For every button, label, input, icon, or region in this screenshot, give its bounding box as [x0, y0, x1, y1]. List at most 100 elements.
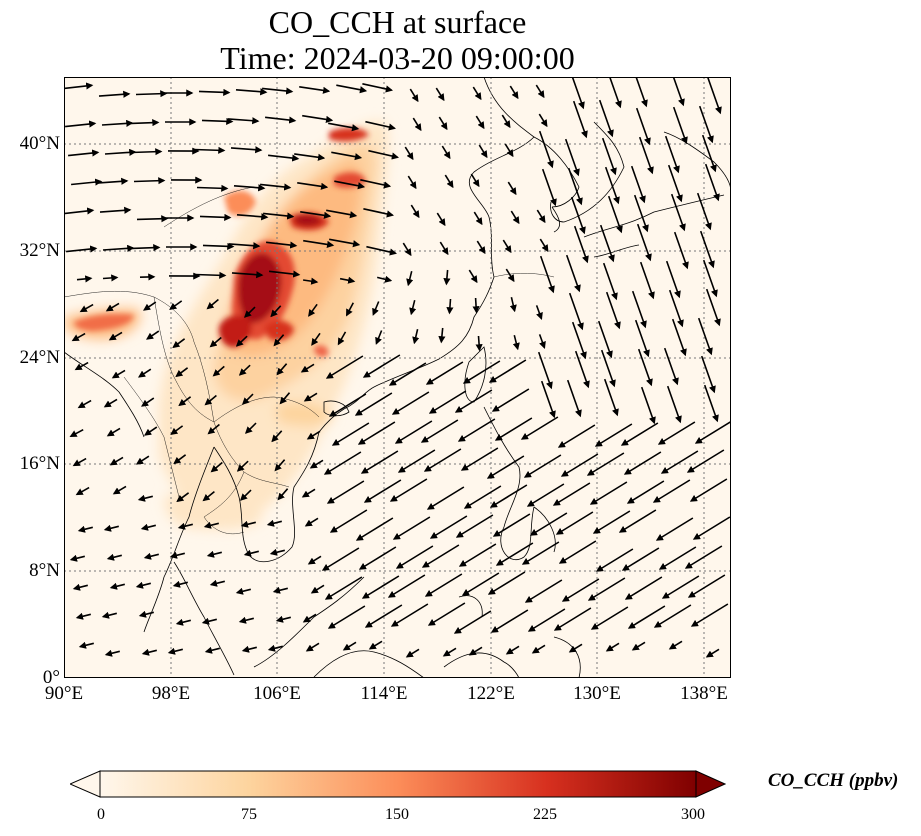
wind-arrow: [342, 641, 357, 651]
wind-arrow: [267, 644, 283, 652]
wind-arrow: [523, 454, 562, 478]
wind-arrow: [509, 85, 519, 100]
wind-arrow: [696, 192, 712, 231]
wind-arrow: [626, 480, 665, 504]
wind-arrow: [653, 604, 692, 628]
wind-arrow: [395, 545, 434, 569]
wind-arrow: [597, 320, 613, 359]
wind-arrow: [640, 386, 656, 425]
wind-arrow: [354, 392, 393, 416]
wind-arrow: [404, 146, 414, 161]
wind-arrow: [671, 318, 687, 357]
wind-arrow: [639, 261, 655, 300]
wind-arrow: [304, 517, 319, 527]
x-tick-label: 122°E: [467, 683, 515, 704]
wind-arrow: [476, 240, 486, 255]
wind-arrow: [705, 288, 721, 327]
wind-arrow: [627, 605, 666, 629]
wind-arrow: [666, 385, 682, 424]
wind-arrow: [336, 84, 368, 94]
wind-arrow: [111, 369, 126, 379]
wind-arrow: [204, 394, 217, 406]
wind-arrow: [362, 354, 401, 378]
wind-arrow: [299, 86, 331, 94]
wind-arrow: [172, 580, 188, 588]
y-tick-label: 32°N: [19, 240, 60, 261]
wind-arrow: [366, 245, 398, 256]
wind-arrow: [637, 348, 653, 387]
wind-arrow: [239, 489, 252, 501]
wind-arrow: [521, 541, 560, 565]
wind-arrow: [339, 276, 356, 284]
wind-arrow: [392, 516, 431, 540]
wind-arrow: [631, 290, 647, 329]
wind-arrow: [279, 392, 291, 405]
wind-arrow: [468, 269, 478, 284]
wind-arrow: [210, 461, 223, 473]
wind-arrow: [425, 361, 464, 385]
wind-arrow: [455, 514, 494, 538]
wind-arrow: [331, 151, 363, 161]
wind-arrow: [138, 610, 154, 618]
wind-arrow: [377, 275, 393, 283]
wind-arrow: [604, 166, 620, 205]
wind-arrow: [638, 136, 654, 175]
wind-arrow: [303, 239, 335, 248]
wind-arrow: [260, 183, 292, 191]
wind-arrow: [631, 641, 646, 651]
wind-arrow: [436, 212, 446, 227]
wind-arrow: [526, 483, 565, 507]
wind-arrow: [337, 331, 347, 346]
wind-arrow: [446, 298, 454, 315]
wind-arrow: [509, 297, 517, 313]
wind-arrow: [71, 178, 103, 186]
wind-arrow: [574, 350, 590, 389]
wind-arrow: [170, 425, 184, 435]
wind-arrow: [311, 332, 321, 346]
wind-arrow: [704, 163, 720, 202]
wind-arrow: [538, 130, 554, 169]
wind-arrow: [243, 306, 256, 318]
wind-arrow: [136, 215, 169, 223]
x-tick-label: 90°E: [44, 683, 84, 704]
wind-arrow: [601, 137, 617, 176]
wind-arrow: [169, 300, 183, 310]
wind-arrow: [69, 554, 85, 562]
wind-arrow: [236, 213, 269, 221]
wind-arrow: [564, 138, 580, 177]
wind-arrow: [524, 579, 563, 603]
wind-arrow: [700, 355, 716, 394]
wind-arrow: [109, 456, 124, 466]
wind-arrow: [112, 485, 127, 495]
wind-arrow: [323, 451, 362, 475]
wind-arrow: [397, 449, 436, 473]
wind-arrow: [429, 515, 468, 539]
wind-arrow: [590, 606, 629, 630]
wind-arrow: [438, 116, 448, 131]
wind-arrow: [663, 347, 679, 386]
wind-arrow: [328, 122, 360, 132]
wind-arrow: [167, 647, 183, 655]
wind-arrow: [595, 548, 634, 572]
wind-arrow: [502, 239, 512, 254]
wind-arrow: [143, 301, 157, 311]
y-tick-label: 24°N: [19, 347, 60, 368]
wind-arrow: [362, 83, 394, 93]
wind-arrow: [146, 330, 160, 340]
wind-arrow: [228, 242, 261, 250]
colorbar-gradient: [99, 770, 697, 798]
wind-arrow: [266, 519, 282, 527]
wind-arrow: [468, 646, 483, 656]
wind-arrow: [460, 447, 499, 471]
wind-arrow: [277, 488, 289, 501]
wind-arrow: [275, 615, 291, 623]
wind-arrow: [686, 449, 725, 473]
wind-arrow: [572, 100, 588, 139]
wind-arrow: [439, 241, 449, 256]
wind-arrow: [305, 642, 320, 652]
wind-arrow: [490, 609, 529, 633]
wind-arrow: [630, 165, 646, 204]
wind-arrow: [454, 389, 493, 413]
wind-arrow: [236, 460, 249, 472]
wind-arrow: [329, 238, 361, 248]
